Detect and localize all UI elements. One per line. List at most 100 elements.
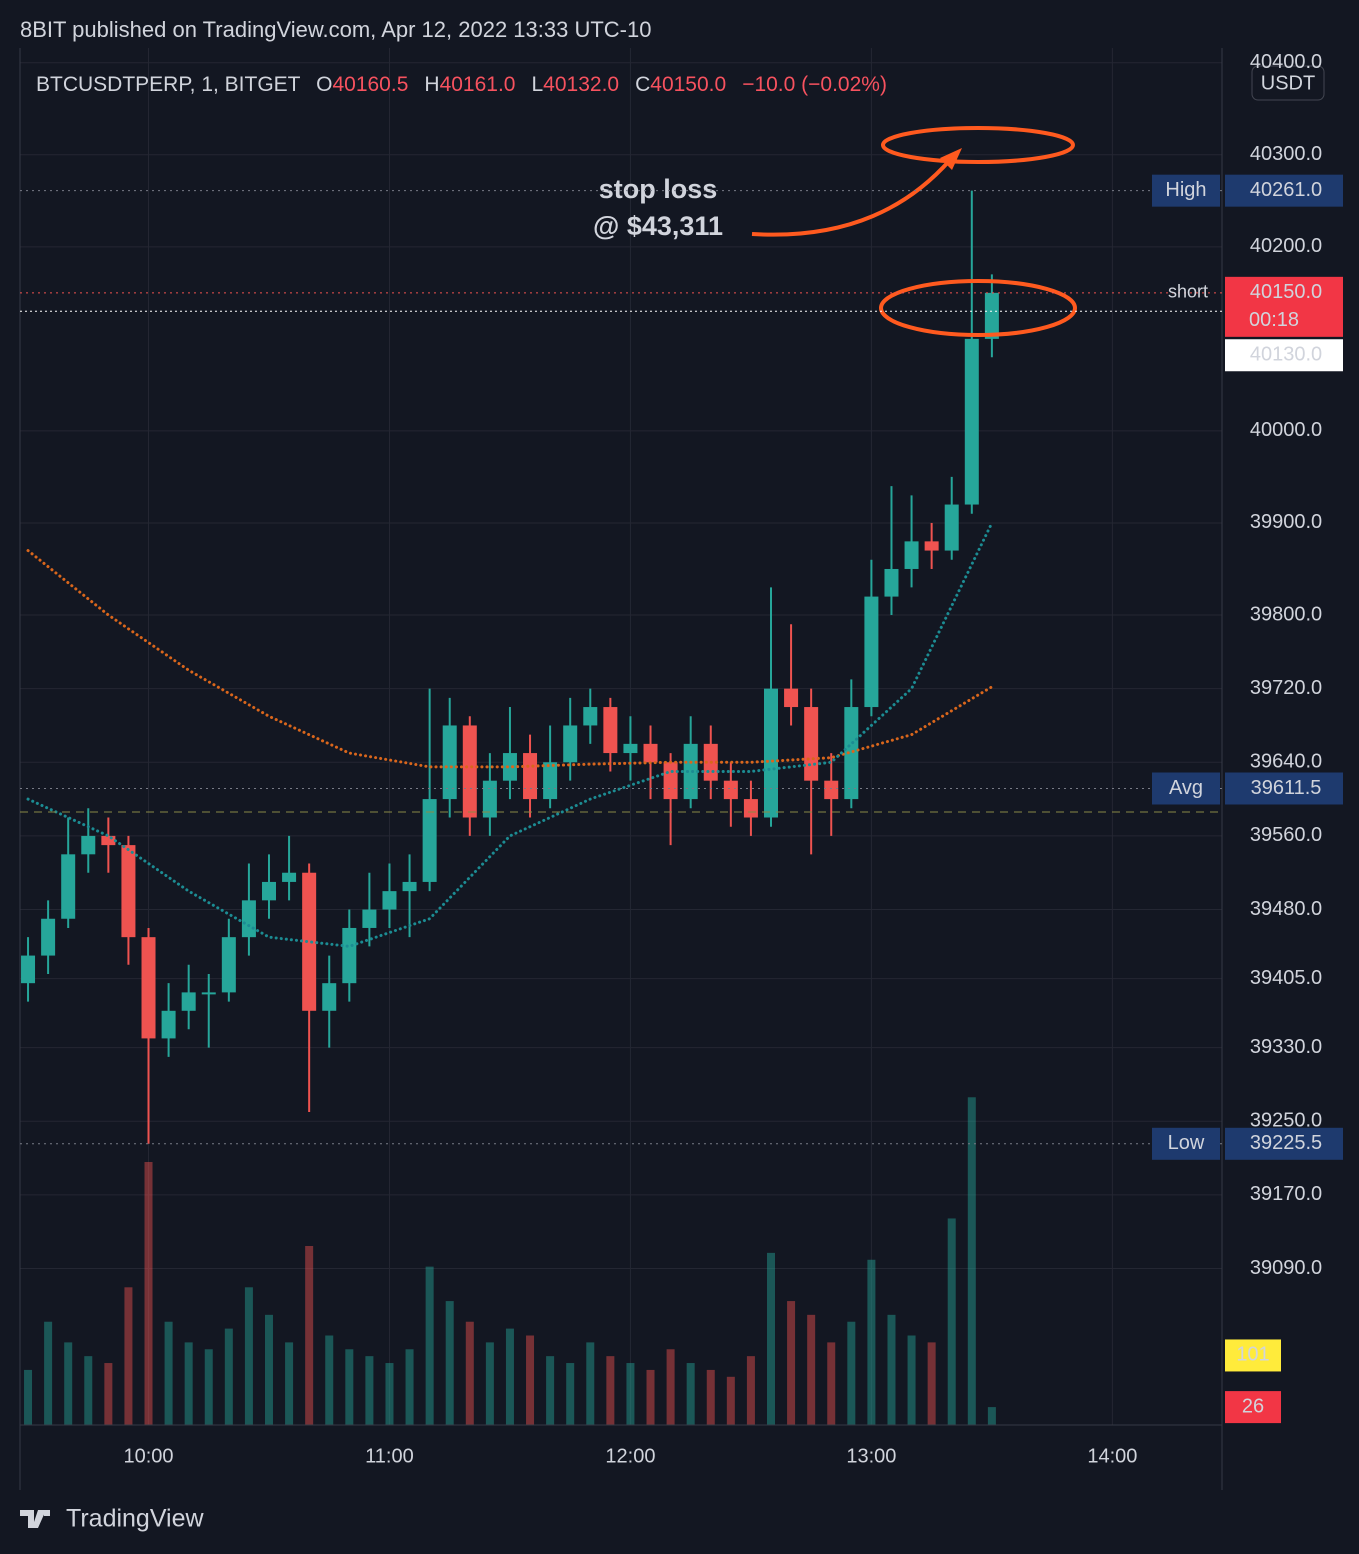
volume-bar bbox=[566, 1363, 575, 1425]
volume-bar bbox=[847, 1321, 856, 1425]
volume-bar bbox=[546, 1356, 555, 1425]
candle-body bbox=[723, 780, 738, 800]
volume-bar bbox=[285, 1342, 294, 1425]
candle-body bbox=[462, 725, 477, 818]
candle-body bbox=[382, 891, 397, 910]
y-tick-label: 39170.0 bbox=[1250, 1183, 1322, 1205]
ohlc-value: 40132.0 bbox=[543, 73, 619, 96]
y-tick-label: 40400.0 bbox=[1250, 51, 1322, 73]
x-tick-label: 13:00 bbox=[846, 1445, 896, 1467]
volume-bar bbox=[385, 1363, 394, 1425]
candle-body bbox=[523, 753, 538, 800]
volume-bar bbox=[465, 1321, 474, 1425]
candle-body bbox=[804, 707, 819, 781]
volume-bar bbox=[84, 1356, 93, 1425]
candle-body bbox=[422, 799, 437, 882]
price-badge-label: 39225.5 bbox=[1250, 1132, 1322, 1154]
price-line-name-badge bbox=[1152, 1127, 1220, 1160]
ohlc-value: 40161.0 bbox=[440, 73, 516, 96]
volume-bar bbox=[445, 1301, 454, 1425]
candle-body bbox=[944, 504, 959, 551]
volume-bar bbox=[787, 1301, 796, 1425]
candle-body bbox=[282, 872, 297, 882]
y-tick-label: 39560.0 bbox=[1250, 824, 1322, 846]
y-tick-label: 39900.0 bbox=[1250, 511, 1322, 533]
candle-body bbox=[161, 1010, 176, 1039]
volume-bar bbox=[204, 1349, 213, 1425]
volume-bar bbox=[124, 1287, 133, 1425]
candle-body bbox=[322, 983, 337, 1011]
y-tick-label: 39405.0 bbox=[1250, 967, 1322, 989]
x-tick-label: 14:00 bbox=[1087, 1445, 1137, 1467]
candle-body bbox=[884, 568, 899, 597]
volume-bar bbox=[646, 1369, 655, 1425]
volume-bar bbox=[24, 1369, 33, 1425]
candle-body bbox=[904, 541, 919, 569]
y-tick-label: 39640.0 bbox=[1250, 751, 1322, 773]
price-badge-label: 40261.0 bbox=[1250, 179, 1322, 201]
moving-average bbox=[26, 521, 994, 948]
candle-body bbox=[261, 881, 276, 901]
currency-badge bbox=[1251, 65, 1325, 101]
countdown: 00:18 bbox=[1249, 309, 1299, 331]
candle-body bbox=[81, 835, 96, 855]
volume-bar bbox=[586, 1342, 595, 1425]
plot bbox=[21, 190, 999, 1425]
candle-body bbox=[502, 753, 517, 781]
logo bbox=[20, 1510, 50, 1528]
price-badge bbox=[1225, 174, 1343, 207]
last-price-label: 40150.0 bbox=[1250, 281, 1322, 303]
ohlc-key: L bbox=[531, 73, 543, 96]
legend: BTCUSDTPERP, 1, BITGET O40160.5 H40161.0 L4… bbox=[36, 73, 887, 96]
last-price-badge bbox=[1225, 276, 1343, 337]
x-tick-label: 10:00 bbox=[123, 1445, 173, 1467]
candle-body bbox=[824, 780, 839, 800]
candle-body bbox=[482, 780, 497, 818]
y-tick-label: 40300.0 bbox=[1250, 143, 1322, 165]
volume-bar bbox=[746, 1356, 755, 1425]
volume-bar bbox=[64, 1342, 73, 1425]
volume-bar bbox=[807, 1314, 816, 1425]
volume-bar bbox=[927, 1342, 936, 1425]
publisher-line: 8BIT published on TradingView.com, Apr 1… bbox=[20, 17, 651, 42]
y-tick-label: 40000.0 bbox=[1250, 419, 1322, 441]
volume-bar bbox=[526, 1335, 535, 1425]
candle-body bbox=[743, 799, 758, 818]
candle-body bbox=[201, 992, 216, 995]
volume-bar bbox=[666, 1349, 675, 1425]
currency: USDT bbox=[1261, 72, 1315, 94]
candle-body bbox=[924, 541, 939, 551]
volume-bar bbox=[505, 1328, 514, 1425]
volume-bar bbox=[305, 1245, 314, 1425]
volume-ma-badge bbox=[1225, 1339, 1281, 1372]
candle-body bbox=[543, 762, 558, 800]
x-tick-label: 11:00 bbox=[365, 1445, 414, 1467]
y-tick-label: 39720.0 bbox=[1250, 677, 1322, 699]
volume-bar bbox=[224, 1328, 233, 1425]
candle-body bbox=[61, 854, 76, 919]
arrow-head bbox=[940, 148, 962, 170]
candle-body bbox=[984, 292, 999, 339]
price-badge-label: 39611.5 bbox=[1251, 777, 1322, 799]
candle-body bbox=[221, 937, 236, 993]
mark-badge bbox=[1225, 339, 1343, 372]
footer-brand: TradingView bbox=[66, 1505, 205, 1533]
symbol: BTCUSDTPERP, 1, BITGET bbox=[36, 73, 301, 96]
change: −10.0 (−0.02%) bbox=[742, 73, 887, 96]
candle-body bbox=[623, 743, 638, 754]
ohlc-value: 40150.0 bbox=[650, 73, 726, 96]
volume-bar bbox=[626, 1363, 635, 1425]
volume-bar bbox=[325, 1335, 334, 1425]
annotations: stop loss @ $43,311 bbox=[593, 126, 1077, 337]
annotation-text: stop loss bbox=[599, 174, 718, 204]
arrow bbox=[751, 158, 952, 237]
candle-body bbox=[563, 725, 578, 763]
moving-average bbox=[26, 549, 994, 769]
footer-logo bbox=[20, 1510, 50, 1528]
volume-bar bbox=[606, 1356, 615, 1425]
volume-bar bbox=[686, 1363, 695, 1425]
candle-body bbox=[643, 743, 658, 763]
volume-bar bbox=[827, 1342, 836, 1425]
